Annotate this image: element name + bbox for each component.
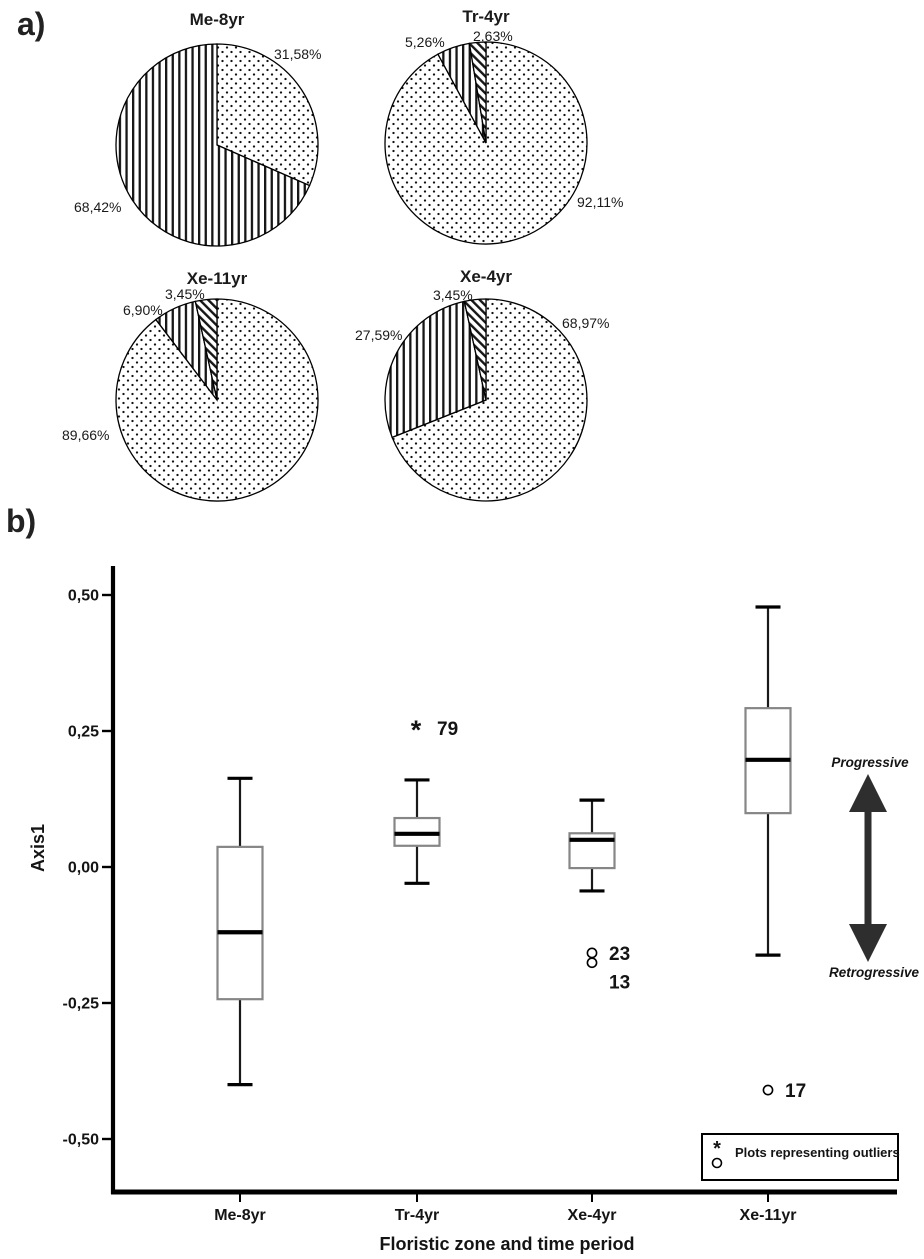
outlier-label: 23: [609, 944, 630, 965]
x-tick-label: Xe-11yr: [740, 1207, 797, 1224]
trend-arrow-shaft: [864, 806, 872, 928]
pie-slice-label: 68,42%: [74, 199, 122, 215]
x-axis-title: Floristic zone and time period: [379, 1234, 634, 1254]
outlier-label: 13: [609, 973, 630, 994]
pie-slice-label: 2,63%: [473, 28, 513, 44]
pie-title: Xe-4yr: [460, 267, 512, 286]
y-tick-label: 0,50: [68, 588, 99, 605]
pie-slice-dots: [391, 298, 588, 502]
y-tick-label: -0,50: [63, 1132, 100, 1149]
trend-arrow-down-icon: [849, 924, 887, 962]
x-tick-label: Me-8yr: [214, 1207, 266, 1224]
box-rect: [216, 845, 264, 1001]
pie-slice-label: 27,59%: [355, 327, 403, 343]
trend-arrow-up-icon: [849, 774, 887, 812]
legend-circle-icon: [711, 1157, 723, 1169]
legend-box: [701, 1133, 899, 1181]
legend-star-icon: *: [713, 1138, 721, 1160]
pie-slice-hatch: [468, 41, 487, 144]
pie-slice-vlines: [384, 300, 487, 439]
annotation-retrogressive: Retrogressive: [829, 965, 920, 980]
pie-slice-hatch: [463, 298, 487, 401]
pie-slice-label: 6,90%: [123, 302, 163, 318]
legend-label: Plots representing outliers: [735, 1145, 900, 1160]
pie-text-layer: 31,58% 68,42% Me-8yr 92,11% 5,26% 2,63% Tr-4yr…: [0, 0, 924, 540]
y-axis-title: Axis1: [28, 824, 48, 872]
outlier-circle-marker: [586, 957, 598, 969]
pie-slice-label: 31,58%: [274, 46, 322, 62]
y-tick-label: 0,25: [68, 724, 99, 741]
pie-slice-label: 68,97%: [562, 315, 610, 331]
outlier-label: 17: [785, 1081, 806, 1102]
panel-b-label: b): [6, 503, 37, 539]
outlier-circle-marker: [586, 947, 598, 959]
pie-title: Tr-4yr: [462, 7, 510, 26]
pie-slice-vlines: [115, 43, 311, 247]
outlier-circle-marker: [762, 1084, 774, 1096]
pie-slice-hatch: [194, 298, 218, 401]
y-tick-label: -0,25: [63, 996, 100, 1013]
boxplot-chart: 0,50 0,25 0,00 -0,25 -0,50 Me-8yr Tr-4yr Xe-4yr…: [28, 566, 920, 1254]
panel-a-label: a): [17, 6, 46, 42]
x-tick-label: Tr-4yr: [395, 1207, 439, 1224]
pie-title: Xe-11yr: [186, 269, 248, 288]
x-tick-label: Xe-4yr: [568, 1207, 617, 1224]
pie-slice-label: 92,11%: [577, 194, 624, 210]
pie-slice-label: 3,45%: [165, 286, 205, 302]
pie-slice-label: 5,26%: [405, 34, 445, 50]
pie-slice-label: 3,45%: [433, 287, 473, 303]
pie-charts-group: [115, 41, 588, 502]
annotation-progressive: Progressive: [831, 755, 909, 770]
outlier-label: 79: [437, 719, 458, 740]
outlier-star-marker: *: [411, 715, 422, 745]
pie-slice-label: 89,66%: [62, 427, 110, 443]
pie-title: Me-8yr: [189, 10, 245, 29]
y-tick-label: 0,00: [68, 860, 99, 877]
pie-charts-panel: [115, 41, 588, 502]
pie-slice-dots: [216, 43, 319, 187]
